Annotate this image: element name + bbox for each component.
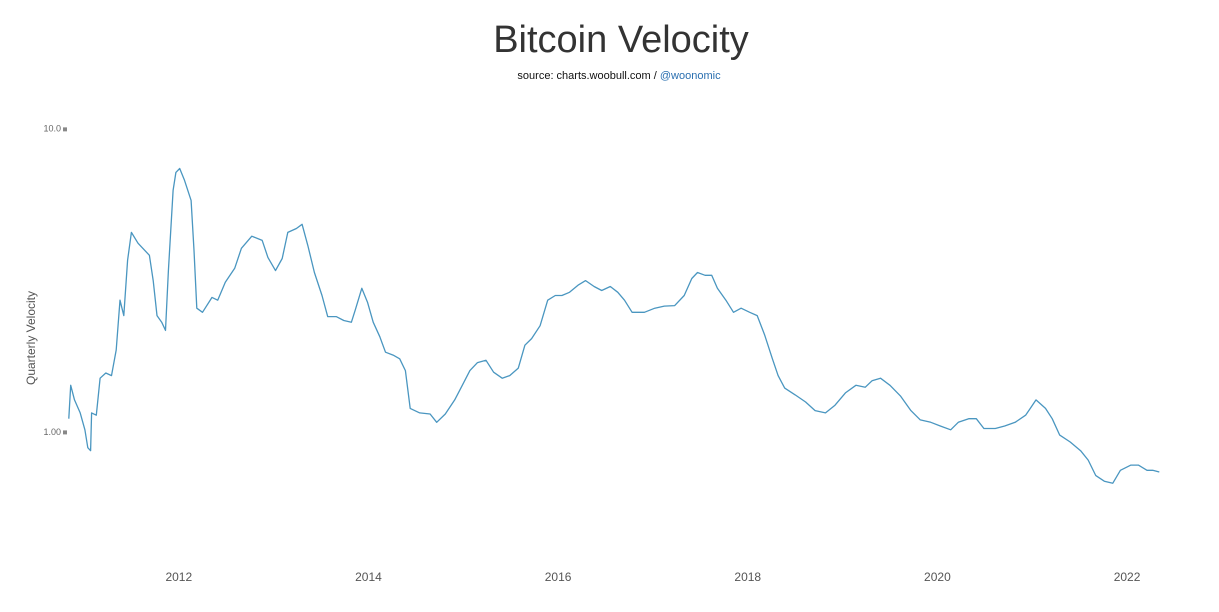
subtitle-link[interactable]: @woonomic — [660, 70, 721, 82]
x-tick-label: 2020 — [924, 570, 951, 584]
y-tick-label: 1.00 — [43, 427, 61, 437]
x-tick-label: 2012 — [165, 570, 192, 584]
subtitle: source: charts.woobull.com / @woonomic — [517, 70, 721, 82]
x-tick-label: 2018 — [734, 570, 761, 584]
x-tick-label: 2016 — [545, 570, 572, 584]
y-tick-label: 10.0 — [43, 124, 61, 134]
y-axis-label: Quarterly Velocity — [24, 291, 38, 385]
y-tick-mark — [63, 430, 67, 435]
x-tick-label: 2022 — [1114, 570, 1141, 584]
y-tick-mark — [63, 127, 67, 132]
x-tick-label: 2014 — [355, 570, 382, 584]
data-line — [68, 167, 1160, 484]
chart-title: Bitcoin Velocity — [493, 19, 749, 61]
subtitle-source: source: charts.woobull.com / — [517, 70, 659, 82]
